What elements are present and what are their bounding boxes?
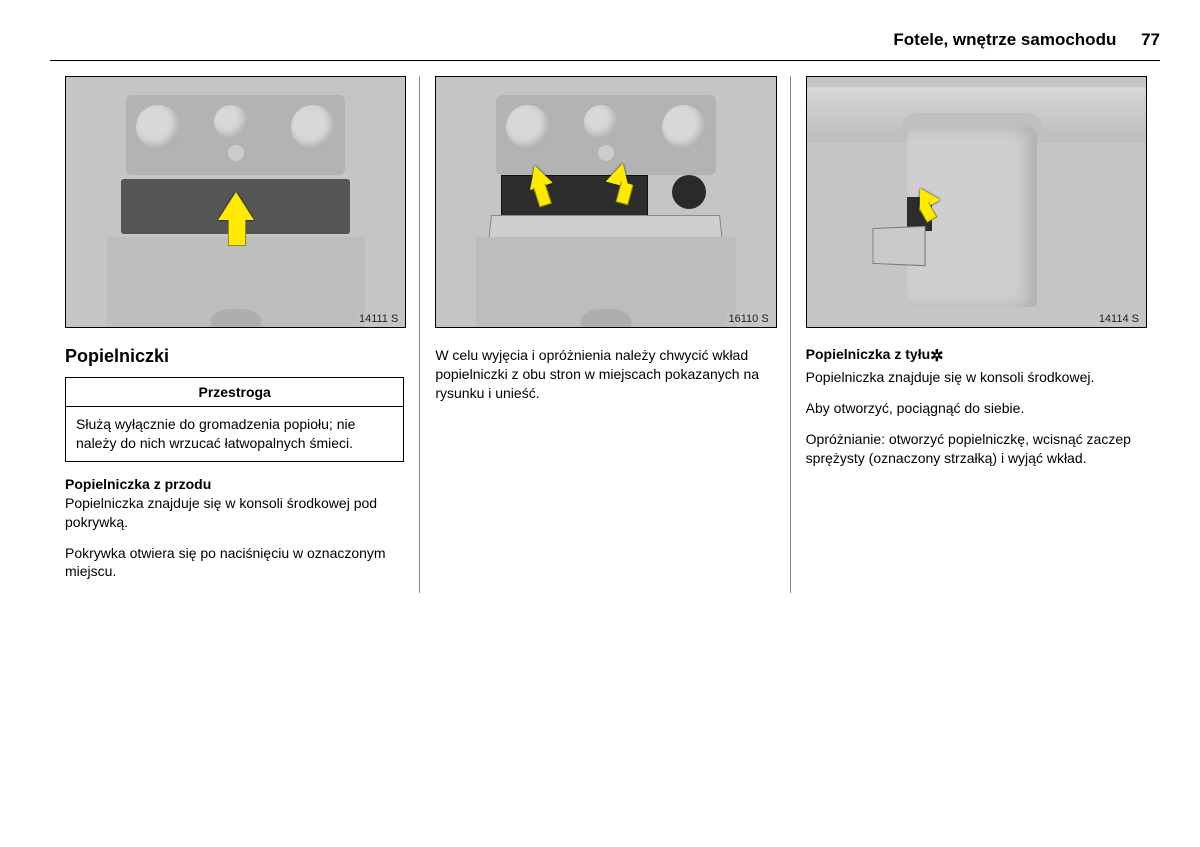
paragraph: Pokrywka otwiera się po naciśnięciu w oz… bbox=[65, 544, 404, 582]
heading-ashtrays: Popielniczki bbox=[65, 346, 404, 367]
figure-label: 14114 S bbox=[1097, 313, 1141, 325]
caution-title: Przestroga bbox=[66, 378, 403, 407]
optional-star-icon: ✲ bbox=[930, 348, 943, 365]
subheading-text: Popielniczka z tyłu bbox=[806, 346, 930, 362]
column-3: 14114 S Popielniczka z tyłu✲ Popielniczk… bbox=[791, 76, 1160, 593]
subheading-front-ashtray: Popielniczka z przodu bbox=[65, 476, 404, 492]
page-number: 77 bbox=[1141, 30, 1160, 49]
page-header: Fotele, wnętrze samochodu 77 bbox=[50, 30, 1160, 61]
column-2: 16110 S W celu wyjęcia i opróżnienia nal… bbox=[420, 76, 790, 593]
section-title: Fotele, wnętrze samochodu bbox=[893, 30, 1116, 49]
column-1: 14111 S Popielniczki Przestroga Służą wy… bbox=[50, 76, 420, 593]
figure-ashtray-closed: 14111 S bbox=[65, 76, 406, 328]
figure-rear-ashtray: 14114 S bbox=[806, 76, 1147, 328]
paragraph: Popielniczka znajduje się w konsoli środ… bbox=[65, 494, 404, 532]
figure-ashtray-open: 16110 S bbox=[435, 76, 776, 328]
arrow-up-icon bbox=[218, 192, 254, 220]
subheading-rear-ashtray: Popielniczka z tyłu✲ bbox=[806, 346, 1145, 366]
manual-page: Fotele, wnętrze samochodu 77 14111 S Pop… bbox=[0, 0, 1200, 623]
paragraph: Aby otworzyć, pociągnąć do siebie. bbox=[806, 399, 1145, 418]
figure-label: 14111 S bbox=[357, 313, 400, 325]
caution-body: Służą wyłącznie do gromadzenia popiołu; … bbox=[66, 407, 403, 461]
paragraph: Popielniczka znajduje się w konsoli środ… bbox=[806, 368, 1145, 387]
content-columns: 14111 S Popielniczki Przestroga Służą wy… bbox=[50, 76, 1160, 593]
paragraph: W celu wyjęcia i opróżnienia należy chwy… bbox=[435, 346, 774, 403]
figure-label: 16110 S bbox=[726, 313, 770, 325]
paragraph: Opróżnianie: otworzyć popielniczkę, wcis… bbox=[806, 430, 1145, 468]
caution-box: Przestroga Służą wyłącznie do gromadzeni… bbox=[65, 377, 404, 462]
